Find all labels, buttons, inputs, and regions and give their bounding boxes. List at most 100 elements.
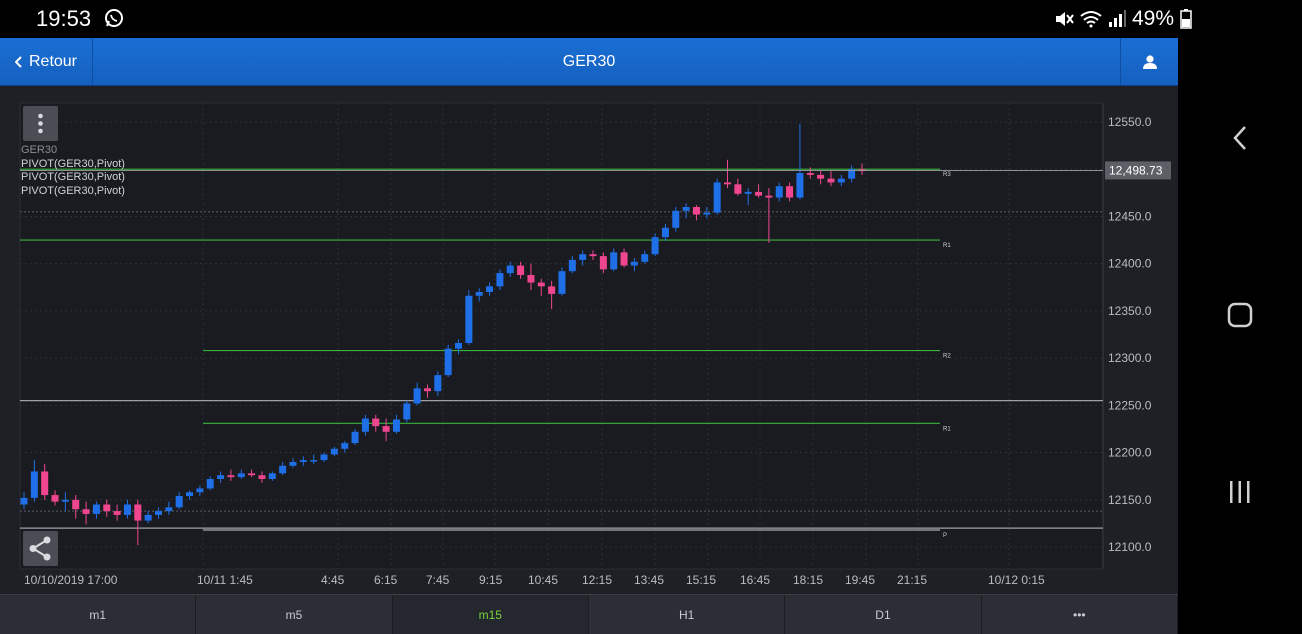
- tab-m5[interactable]: m5: [196, 595, 393, 634]
- y-tick-label: 12550.0: [1108, 115, 1152, 129]
- candle-body: [548, 286, 556, 294]
- trading-app: Retour GER30 12550.012500.012450.012400.…: [0, 38, 1178, 634]
- share-button[interactable]: [23, 531, 58, 566]
- x-tick-label: 19:45: [845, 573, 875, 587]
- y-tick-label: 12450.0: [1108, 209, 1152, 223]
- candle-body: [186, 492, 194, 496]
- candle-body: [144, 514, 152, 521]
- candle-body: [568, 259, 576, 272]
- candle-body: [786, 186, 794, 198]
- x-tick-label: 12:15: [582, 573, 612, 587]
- candle-body: [444, 348, 452, 376]
- candle-body: [465, 295, 473, 343]
- legend-line: PIVOT(GER30,Pivot): [21, 171, 125, 183]
- candlestick-chart[interactable]: 12550.012500.012450.012400.012350.012300…: [0, 86, 1178, 593]
- current-price-badge: [1105, 161, 1171, 180]
- user-icon: [1142, 54, 1157, 69]
- candle-body: [248, 473, 256, 476]
- candle-body: [734, 184, 742, 194]
- x-tick-label: 10/10/2019 17:00: [24, 573, 118, 587]
- chart-area[interactable]: 12550.012500.012450.012400.012350.012300…: [0, 86, 1178, 593]
- nav-back-button[interactable]: [1178, 108, 1302, 168]
- x-tick-label: 4:45: [321, 573, 345, 587]
- candle-body: [641, 254, 649, 262]
- candle-body: [310, 460, 318, 462]
- candle-body: [527, 275, 535, 283]
- legend-symbol: GER30: [21, 144, 58, 156]
- pivot-label: R3: [943, 172, 951, 178]
- candle-body: [682, 207, 690, 211]
- x-tick-label: 13:45: [634, 573, 664, 587]
- candle-body: [817, 174, 825, 179]
- candle-body: [796, 173, 804, 198]
- y-tick-label: 12300.0: [1108, 351, 1152, 365]
- candle-body: [320, 454, 328, 461]
- candle-body: [724, 182, 732, 185]
- tab-h1[interactable]: H1: [589, 595, 786, 634]
- y-tick-label: 12100.0: [1108, 540, 1152, 554]
- candle-body: [154, 511, 162, 515]
- x-tick-label: 6:15: [374, 573, 398, 587]
- chevron-left-icon: [14, 55, 22, 68]
- timeframe-tabs: m1 m5 m15 H1 D1 •••: [0, 594, 1178, 634]
- y-tick-label: 12250.0: [1108, 398, 1152, 412]
- candle-body: [537, 282, 545, 287]
- candle-body: [279, 465, 287, 474]
- x-tick-label: 10/12 0:15: [988, 573, 1045, 587]
- candle-body: [703, 212, 711, 215]
- candle-body: [92, 504, 100, 514]
- candle-body: [217, 475, 225, 479]
- candle-body: [610, 252, 618, 270]
- nav-home-button[interactable]: [1178, 285, 1302, 345]
- y-tick-label: 12350.0: [1108, 304, 1152, 318]
- battery-percent: 49%: [1131, 7, 1174, 30]
- candle-body: [82, 509, 90, 514]
- chart-menu-button[interactable]: [23, 106, 58, 141]
- recents-nav-icon: [1230, 481, 1250, 503]
- tab-m1[interactable]: m1: [0, 595, 197, 634]
- back-label: Retour: [28, 52, 78, 70]
- candle-body: [165, 507, 173, 512]
- candle-body: [413, 388, 421, 404]
- candle-body: [755, 191, 763, 196]
- back-button[interactable]: Retour: [0, 38, 93, 85]
- pivot-label: R1: [943, 243, 951, 249]
- tab-m15[interactable]: m15: [392, 595, 589, 634]
- candle-body: [630, 261, 638, 266]
- candle-body: [30, 471, 38, 498]
- candle-body: [589, 254, 597, 257]
- candle-body: [765, 195, 773, 198]
- pivot-label: P: [943, 533, 947, 539]
- status-bar: 19:53 49%: [0, 0, 1302, 38]
- candle-body: [227, 475, 235, 478]
- more-vertical-icon: [38, 113, 43, 134]
- home-nav-icon: [1227, 302, 1253, 328]
- candle-body: [61, 499, 69, 502]
- candle-body: [661, 227, 669, 238]
- x-tick-label: 10/11 1:45: [197, 573, 253, 587]
- app-header: Retour GER30: [0, 38, 1178, 86]
- candle-body: [599, 256, 607, 270]
- candle-body: [196, 488, 204, 493]
- candle-body: [299, 460, 307, 462]
- candle-body: [455, 343, 463, 349]
- candle-body: [423, 388, 431, 392]
- x-tick-label: 10:45: [528, 573, 558, 587]
- candle-body: [372, 418, 380, 427]
- page-title: GER30: [562, 53, 616, 70]
- x-tick-label: 18:15: [793, 573, 823, 587]
- pivot-label: R1: [943, 426, 951, 432]
- candle-body: [827, 178, 835, 183]
- legend-line: PIVOT(GER30,Pivot): [21, 157, 125, 170]
- wifi-icon: [1080, 11, 1102, 28]
- x-tick-label: 9:15: [479, 573, 503, 587]
- mute-icon: [1055, 12, 1074, 26]
- candle-body: [579, 254, 587, 260]
- candle-body: [620, 252, 628, 266]
- current-price-label: 12,498.73: [1109, 163, 1163, 177]
- user-button[interactable]: [1120, 38, 1178, 85]
- tab-d1[interactable]: D1: [785, 595, 982, 634]
- tab-more[interactable]: •••: [982, 595, 1178, 634]
- nav-recents-button[interactable]: [1178, 462, 1302, 522]
- candle-body: [351, 431, 359, 444]
